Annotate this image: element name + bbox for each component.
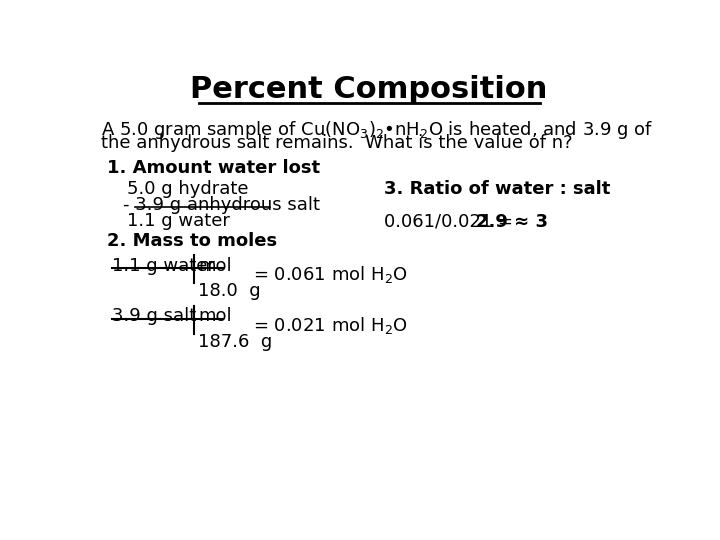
Text: 187.6  g: 187.6 g — [199, 333, 273, 351]
Text: 3. Ratio of water : salt: 3. Ratio of water : salt — [384, 180, 611, 198]
Text: - 3.9 g anhydrous salt: - 3.9 g anhydrous salt — [122, 195, 320, 214]
Text: 1. Amount water lost: 1. Amount water lost — [107, 159, 320, 177]
Text: 0.061/0.021 =: 0.061/0.021 = — [384, 213, 519, 231]
Text: Percent Composition: Percent Composition — [190, 75, 548, 104]
Text: mol: mol — [199, 307, 232, 325]
Text: 5.0 g hydrate: 5.0 g hydrate — [127, 180, 248, 198]
Text: 2.9 ≈ 3: 2.9 ≈ 3 — [476, 213, 548, 231]
Text: A 5.0 gram sample of Cu(NO$_3$)$_2$•nH$_2$O is heated, and 3.9 g of: A 5.0 gram sample of Cu(NO$_3$)$_2$•nH$_… — [101, 119, 653, 141]
Text: 2. Mass to moles: 2. Mass to moles — [107, 232, 277, 250]
Text: mol: mol — [199, 256, 232, 274]
Text: 18.0  g: 18.0 g — [199, 282, 261, 300]
Text: 1.1 g water: 1.1 g water — [112, 256, 215, 274]
Text: the anhydrous salt remains.  What is the value of n?: the anhydrous salt remains. What is the … — [101, 134, 572, 152]
Text: 3.9 g salt: 3.9 g salt — [112, 307, 196, 325]
Text: = 0.021 mol H$_2$O: = 0.021 mol H$_2$O — [253, 315, 408, 335]
Text: = 0.061 mol H$_2$O: = 0.061 mol H$_2$O — [253, 264, 408, 285]
Text: 1.1 g water: 1.1 g water — [127, 212, 230, 230]
